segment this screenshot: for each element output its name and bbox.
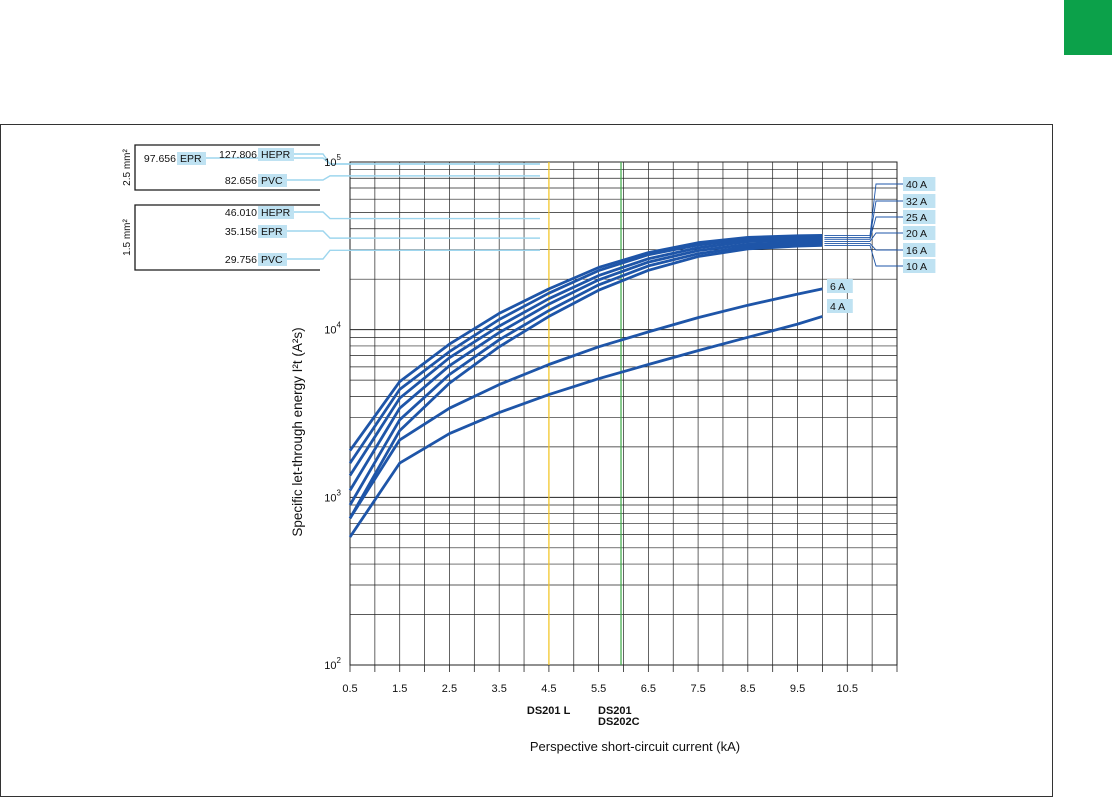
curve-label: 32 A xyxy=(906,196,927,208)
x-tick-label: 5.5 xyxy=(591,683,606,695)
x-tick-label: 2.5 xyxy=(442,683,457,695)
curve-label: 10 A xyxy=(906,261,927,273)
cable-section-label: 1.5 mm² xyxy=(122,218,133,255)
vertical-markers xyxy=(548,162,622,665)
breaker-marker-label: DS201 L xyxy=(527,705,571,717)
curve-label-leader xyxy=(824,200,903,239)
curve-label: 6 A xyxy=(830,281,845,293)
cable-value-label: 82.656 xyxy=(225,175,257,187)
curve-labels: 40 A 32 A 25 A 20 A 16 A 10 A 6 A 4 A xyxy=(824,177,936,313)
insulation-label: HEPR xyxy=(261,207,291,219)
breaker-marker-label: DS201 xyxy=(598,705,632,717)
insulation-label: PVC xyxy=(261,254,283,266)
y-tick-label: 104 xyxy=(324,321,341,337)
curve-label-box xyxy=(903,259,936,273)
breaker-marker-label: DS202C xyxy=(598,716,640,728)
curve-label: 16 A xyxy=(906,245,927,257)
curve-label: 4 A xyxy=(830,301,845,313)
x-tick-label: 8.5 xyxy=(740,683,755,695)
cable-value-label: 35.156 xyxy=(225,226,257,238)
curve-label: 40 A xyxy=(906,179,927,191)
cable-value-label: 46.010 xyxy=(225,207,257,219)
figure-frame xyxy=(0,124,1053,797)
x-tick-label: 7.5 xyxy=(690,683,705,695)
y-axis-label: Specific let-through energy I²t (A²s) xyxy=(290,327,305,536)
x-tick-label: 1.5 xyxy=(392,683,407,695)
curve-label-box xyxy=(903,226,936,240)
x-tick-label: 3.5 xyxy=(492,683,507,695)
cable-reference-panel: 2.5 mm² 97.656 EPR 127.806 HEPR 82.656 PVC 1.5 … xyxy=(122,144,540,271)
curve-40a xyxy=(348,234,823,452)
insulation-label: EPR xyxy=(180,153,202,165)
cable-section-bracket xyxy=(134,204,320,271)
y-tick-label: 102 xyxy=(324,656,341,672)
curve-16a xyxy=(348,242,823,506)
cable-reference-line xyxy=(294,153,540,165)
curve-32a xyxy=(348,236,823,464)
insulation-label-box xyxy=(177,152,206,165)
curve-label-leader xyxy=(824,242,903,251)
curve-label-box xyxy=(827,299,853,313)
curves xyxy=(348,234,823,538)
y-tick-label: 103 xyxy=(324,488,341,504)
curve-20a xyxy=(348,240,823,492)
curve-label-box xyxy=(903,177,936,191)
insulation-label: HEPR xyxy=(261,149,291,161)
insulation-label-box xyxy=(258,174,287,187)
curve-25a xyxy=(348,237,823,477)
x-tick-label: 0.5 xyxy=(342,683,357,695)
insulation-label-box xyxy=(258,148,294,161)
cable-reference-line xyxy=(287,249,540,260)
x-tick-label: 4.5 xyxy=(541,683,556,695)
curve-10a xyxy=(348,244,823,519)
insulation-label-box xyxy=(258,206,294,219)
cable-section-bracket xyxy=(134,144,320,191)
curve-label-leader xyxy=(824,183,903,236)
axes: Perspective short-circuit current (kA) S… xyxy=(290,153,858,754)
x-axis-label: Perspective short-circuit current (kA) xyxy=(530,739,740,754)
cable-reference-line xyxy=(287,230,540,239)
insulation-label: EPR xyxy=(261,226,283,238)
curve-6a xyxy=(348,287,823,520)
cable-reference-line xyxy=(294,211,540,220)
x-tick-label: 10.5 xyxy=(837,683,858,695)
insulation-label-box xyxy=(258,253,287,266)
curve-label-leader xyxy=(824,232,903,242)
cable-value-label: 29.756 xyxy=(225,254,257,266)
section-tab-marker xyxy=(1064,0,1112,55)
insulation-label-box xyxy=(258,225,287,238)
cable-reference-line xyxy=(287,175,540,181)
curve-label: 25 A xyxy=(906,212,927,224)
curve-4a xyxy=(348,315,823,538)
cable-section-label: 2.5 mm² xyxy=(122,148,133,185)
cable-value-label: 127.806 xyxy=(219,149,257,161)
y-tick-label: 105 xyxy=(324,153,341,169)
x-tick-label: 9.5 xyxy=(790,683,805,695)
curve-label-box xyxy=(903,194,936,208)
curve-label-leader xyxy=(824,244,903,267)
curve-label-box xyxy=(827,279,853,293)
insulation-label: PVC xyxy=(261,175,283,187)
x-tick-label: 6.5 xyxy=(641,683,656,695)
curve-label-box xyxy=(903,243,936,257)
curve-label-leader xyxy=(824,216,903,240)
curve-label-box xyxy=(903,210,936,224)
cable-value-label: 97.656 xyxy=(144,153,176,165)
curve-label: 20 A xyxy=(906,228,927,240)
